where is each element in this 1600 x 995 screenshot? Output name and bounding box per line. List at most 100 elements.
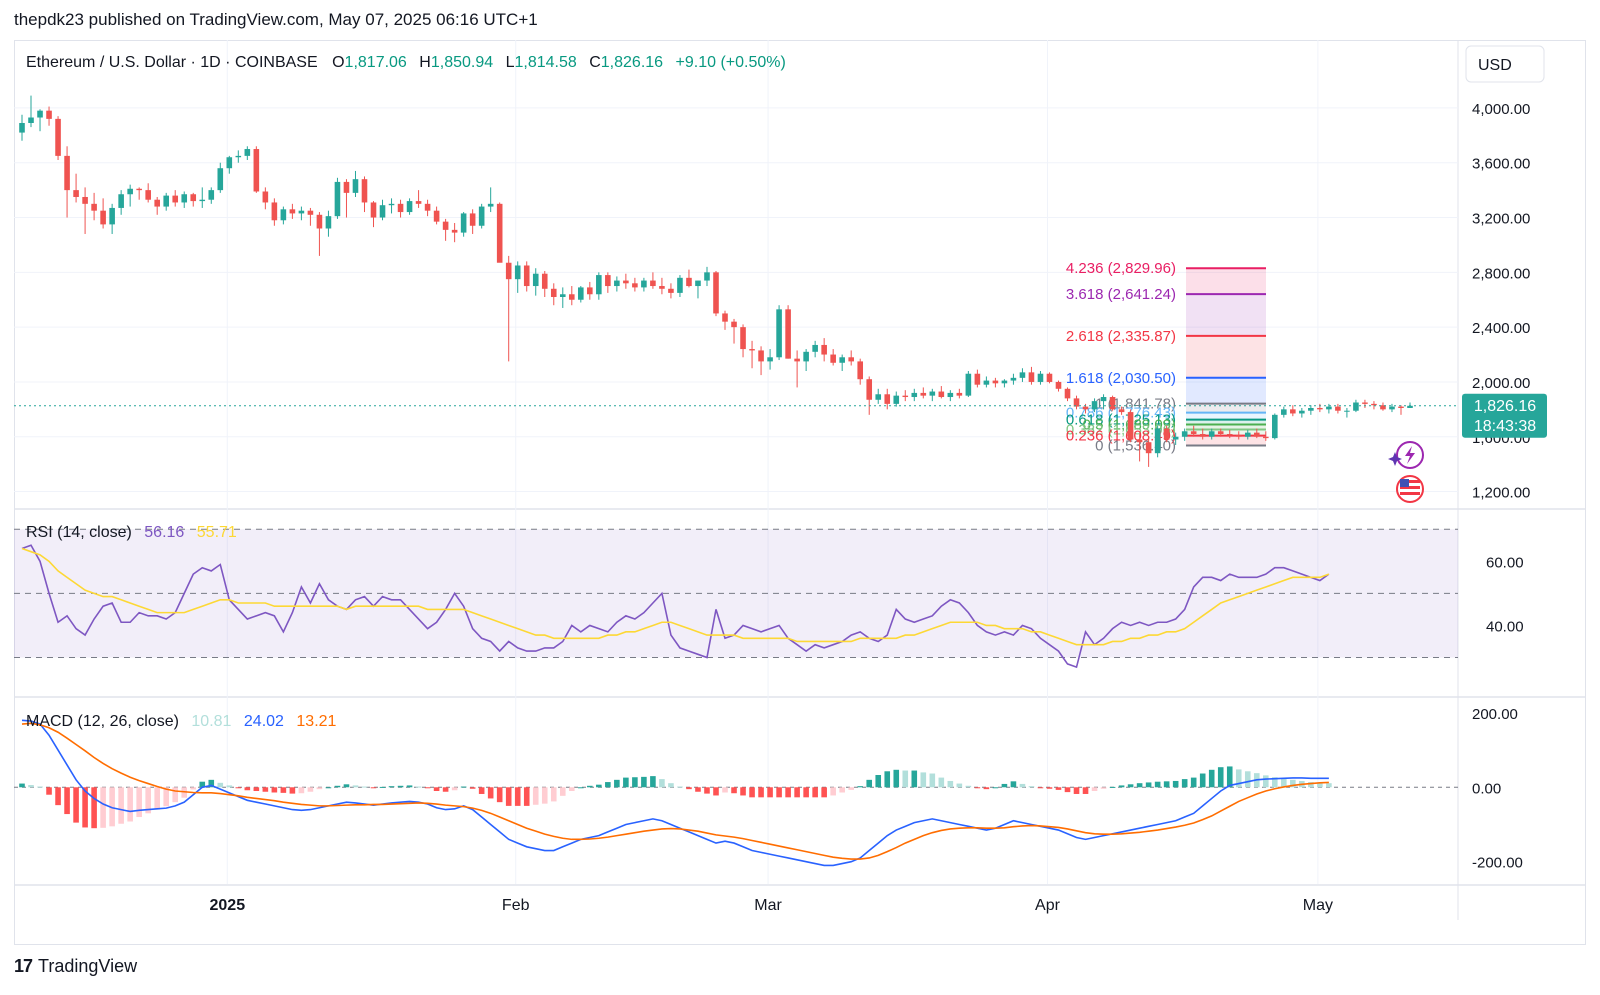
us-flag-icon[interactable] (1396, 475, 1424, 503)
candle-body (740, 327, 746, 350)
candle-body (199, 199, 206, 202)
macd-histogram-bar (64, 787, 70, 815)
candle-body (316, 214, 323, 229)
brand-name: TradingView (38, 956, 138, 976)
macd-histogram-bar (190, 787, 197, 790)
macd-histogram-bar (803, 787, 809, 798)
macd-histogram-bar (1262, 775, 1269, 788)
candle-body (172, 195, 179, 203)
candle-body (812, 344, 818, 352)
candle-body (244, 149, 251, 156)
macd-histogram-bar (1326, 783, 1332, 788)
price-tick-label: 3,600.00 (1472, 156, 1530, 173)
chart-frame (14, 40, 1586, 945)
time-tick-label: May (1303, 897, 1333, 914)
candle-body (298, 210, 305, 214)
candle-body (1091, 401, 1098, 410)
macd-histogram-bar (388, 786, 395, 788)
candle-body (1389, 406, 1395, 410)
candle-body (109, 207, 115, 225)
assistant-sparkle-icon[interactable] (1388, 441, 1424, 469)
price-tick-label: 4,000.00 (1472, 101, 1530, 118)
candle-body (1262, 436, 1269, 439)
macd-histogram-bar (884, 771, 891, 788)
candle-body (704, 272, 710, 281)
candle-body (334, 181, 341, 217)
macd-histogram-bar (758, 787, 764, 798)
candle-body (217, 168, 224, 191)
candle-body (262, 191, 269, 203)
candle-body (1145, 442, 1152, 454)
candle-body (596, 275, 602, 295)
macd-histogram-bar (704, 787, 710, 794)
macd-histogram-bar (956, 783, 963, 788)
fibonacci-extension[interactable]: 4.236 (2,829.96) 3.618 (2,641.24) 2.618 (2… (1066, 260, 1266, 454)
macd-histogram-bar (650, 776, 656, 788)
price-axes: 4,000.00 3,600.00 3,200.00 2,800.00 2,400.00… (210, 101, 1531, 914)
candle-body (920, 392, 927, 396)
candle-body (1001, 380, 1008, 384)
candle-body (208, 190, 215, 200)
candle-body (767, 357, 773, 362)
candle-body (541, 273, 548, 289)
price-tick-label: 2,800.00 (1472, 265, 1530, 282)
time-tick-label: Mar (754, 897, 782, 914)
macd-histogram-bar (1317, 782, 1323, 788)
macd-histogram-bar (965, 785, 972, 788)
macd-histogram-bar (127, 787, 133, 822)
macd-histogram-bar (325, 787, 332, 789)
candle-body (605, 275, 611, 287)
candle-body (28, 117, 34, 123)
fib-zone (1186, 412, 1266, 420)
macd-histogram-bar (28, 785, 34, 788)
candle-body (1281, 409, 1287, 415)
macd-histogram-bar (974, 787, 981, 789)
macd-histogram-bar (55, 787, 61, 806)
macd-histogram-bar (451, 787, 458, 791)
macd-histogram-bar (163, 787, 170, 807)
macd-histogram-bar (1308, 782, 1314, 788)
candle-body (1253, 432, 1260, 437)
macd-histogram-bar (424, 787, 431, 789)
macd-histogram-bar (1082, 787, 1089, 794)
candle-body (190, 194, 197, 202)
macd-histogram-bar (478, 787, 485, 794)
candle-body (1046, 373, 1053, 382)
macd-histogram-bar (505, 787, 512, 806)
macd-histogram-bar (208, 779, 215, 788)
candle-body (866, 379, 873, 400)
macd-histogram-bar (289, 787, 296, 794)
macd-histogram-bar (1037, 787, 1044, 789)
macd-histogram-bar (641, 776, 647, 788)
candle-body (650, 280, 656, 287)
candle-body (91, 203, 97, 211)
currency-button[interactable] (1465, 45, 1545, 83)
macd-histogram-bar (1154, 781, 1161, 788)
rsi-legend: RSI (14, close) 56.16 55.71 (26, 524, 237, 541)
candle-body (992, 380, 999, 384)
macd-histogram-bar (82, 787, 88, 828)
candle-body (1217, 431, 1224, 435)
candle-body (478, 206, 485, 226)
candle-body (785, 309, 791, 359)
candle-body (1100, 397, 1107, 402)
macd-histogram-bar (460, 786, 467, 788)
fib-level-label: 4.236 (2,829.96) (1066, 260, 1176, 277)
fib-zone (1186, 335, 1266, 378)
macd-histogram-bar (1145, 782, 1152, 788)
macd-histogram-bar (1235, 769, 1242, 788)
price-tick-label: 2,400.00 (1472, 320, 1530, 337)
macd-histogram-bar (37, 786, 43, 788)
macd-histogram-bar (397, 785, 404, 788)
candle-body (1028, 372, 1035, 382)
fib-zone (1186, 419, 1266, 425)
fib-zone (1186, 403, 1266, 413)
candle-body (821, 344, 827, 355)
time-tick-label: 2025 (210, 897, 246, 914)
candle-body (947, 392, 954, 398)
macd-histogram-bar (1010, 781, 1017, 788)
candle-body (659, 286, 665, 289)
candle-body (1398, 406, 1404, 408)
time-tick-label: Feb (502, 897, 530, 914)
